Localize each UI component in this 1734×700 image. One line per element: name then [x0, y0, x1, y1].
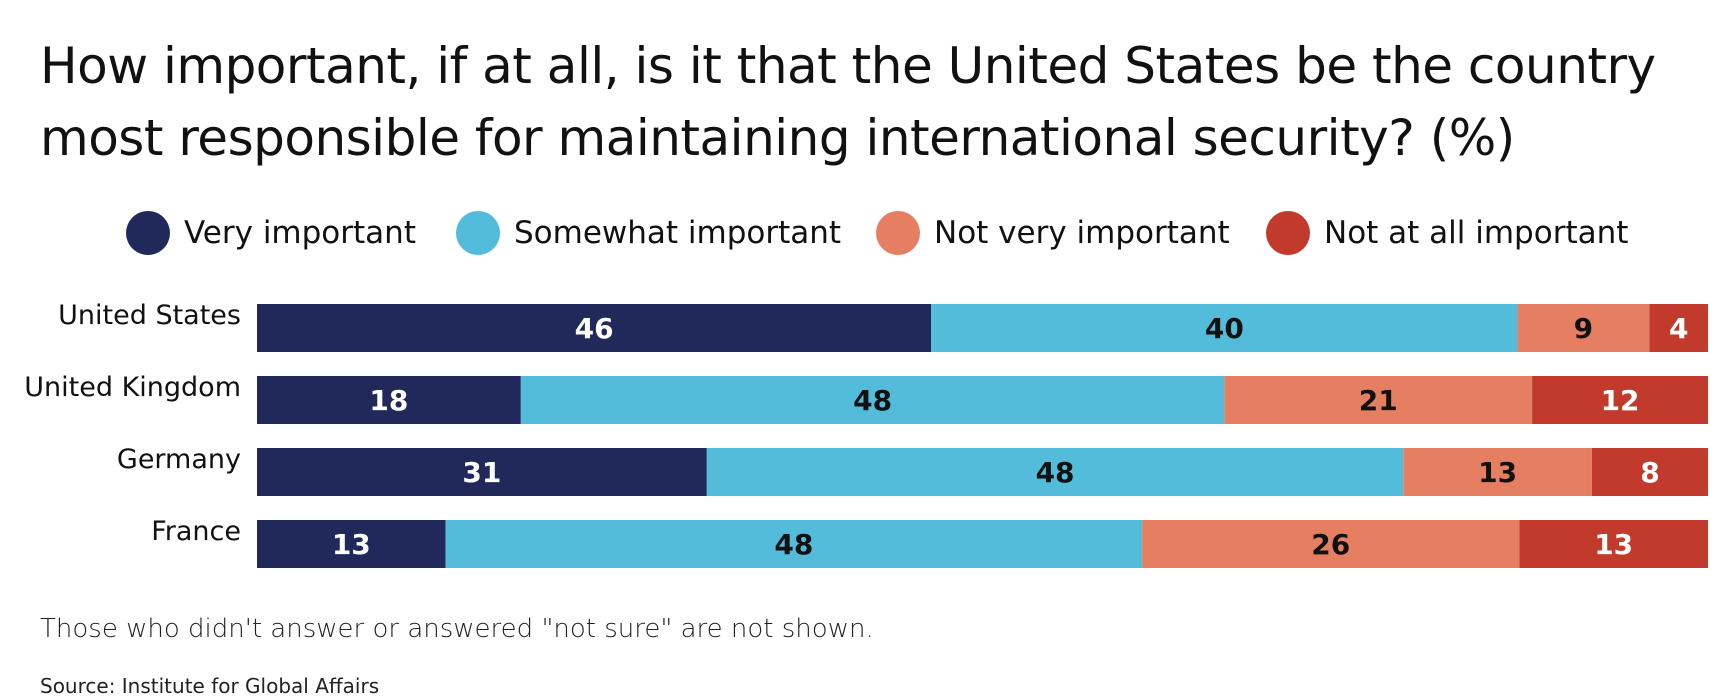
data-label-united-kingdom-somewhat-important: 48 — [853, 384, 892, 417]
legend-label-not-at-all-important: Not at all important — [1324, 215, 1629, 251]
bar-united-kingdom-very-important — [257, 376, 521, 424]
bar-united-kingdom-somewhat-important — [520, 376, 1225, 424]
legend-swatch-not-at-all-important — [1266, 211, 1310, 255]
legend-item-very-important: Very important — [126, 208, 416, 258]
legend-swatch-not-very-important — [876, 211, 920, 255]
bar-united-states-not-at-all-important — [1649, 304, 1708, 352]
bar-united-states-not-very-important — [1517, 304, 1650, 352]
bar-united-kingdom-not-very-important — [1224, 376, 1533, 424]
bar-france-somewhat-important — [445, 520, 1143, 568]
data-label-united-states-very-important: 46 — [575, 312, 614, 345]
bar-france-not-at-all-important — [1519, 520, 1708, 568]
data-label-germany-somewhat-important: 48 — [1036, 456, 1075, 489]
stacked-bar-chart: United States 46 40 9 4 United Kingdom 18 48 21 1… — [24, 300, 1708, 568]
data-label-france-very-important: 13 — [332, 528, 371, 561]
data-label-germany-very-important: 31 — [462, 456, 501, 489]
bar-germany-somewhat-important — [706, 448, 1404, 496]
legend-item-not-very-important: Not very important — [876, 208, 1230, 258]
legend-label-not-very-important: Not very important — [934, 215, 1230, 251]
legend-label-somewhat-important: Somewhat important — [514, 215, 842, 251]
legend-label-very-important: Very important — [184, 215, 416, 251]
chart-legend: Very important Somewhat important Not ve… — [126, 208, 1686, 258]
chart-source: Source: Institute for Global Affairs — [40, 674, 380, 698]
legend-item-not-at-all-important: Not at all important — [1266, 208, 1628, 258]
category-label-germany: Germany — [117, 444, 241, 475]
chart-title: How important, if at all, is it that the… — [40, 37, 1656, 167]
legend-item-somewhat-important: Somewhat important — [456, 208, 841, 258]
data-label-united-kingdom-not-at-all-important: 12 — [1601, 384, 1640, 417]
data-label-france-not-very-important: 26 — [1311, 528, 1350, 561]
bar-france-very-important — [257, 520, 446, 568]
data-label-germany-not-very-important: 13 — [1478, 456, 1517, 489]
bar-germany-very-important — [257, 448, 707, 496]
data-label-united-kingdom-very-important: 18 — [369, 384, 408, 417]
data-label-france-not-at-all-important: 13 — [1594, 528, 1633, 561]
chart-note: Those who didn't answer or answered "not… — [40, 614, 874, 644]
bar-united-kingdom-not-at-all-important — [1532, 376, 1708, 424]
bar-germany-not-very-important — [1403, 448, 1592, 496]
legend-swatch-very-important — [126, 211, 170, 255]
legend-swatch-somewhat-important — [456, 211, 500, 255]
bar-germany-not-at-all-important — [1591, 448, 1708, 496]
bar-france-not-very-important — [1142, 520, 1520, 568]
data-label-germany-not-at-all-important: 8 — [1640, 456, 1659, 489]
category-label-france: France — [151, 516, 241, 547]
data-label-united-states-not-very-important: 9 — [1574, 312, 1593, 345]
data-label-united-states-not-at-all-important: 4 — [1669, 312, 1688, 345]
data-label-france-somewhat-important: 48 — [774, 528, 813, 561]
category-label-united-kingdom: United Kingdom — [24, 372, 241, 403]
bar-united-states-very-important — [257, 304, 932, 352]
data-label-united-kingdom-not-very-important: 21 — [1359, 384, 1398, 417]
category-label-united-states: United States — [58, 300, 241, 331]
bar-united-states-somewhat-important — [931, 304, 1518, 352]
data-label-united-states-somewhat-important: 40 — [1205, 312, 1244, 345]
